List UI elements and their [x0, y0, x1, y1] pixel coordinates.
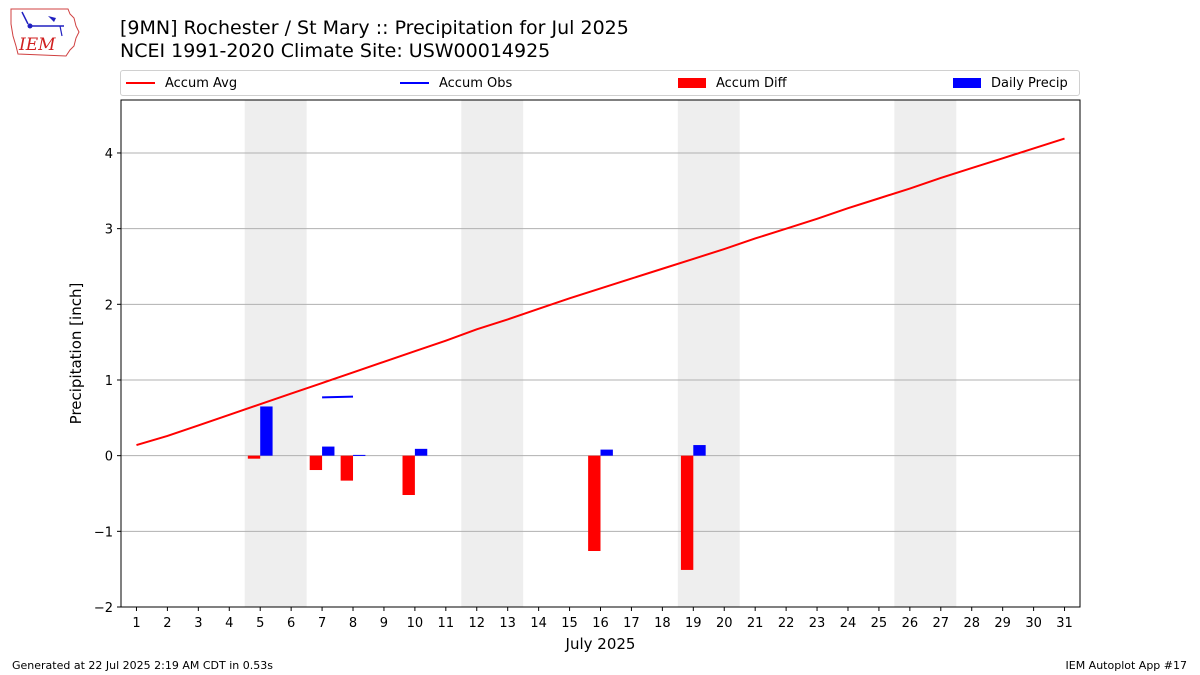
x-tick-label: 24 — [840, 616, 857, 631]
y-tick-label: −2 — [94, 601, 113, 616]
x-tick-label: 18 — [654, 616, 671, 631]
x-tick-label: 17 — [623, 616, 640, 631]
x-tick-label: 9 — [380, 616, 388, 631]
chart-legend: Accum Avg Accum Obs Accum Diff Daily Pre… — [120, 70, 1080, 96]
accum-diff-bar-7 — [309, 455, 323, 471]
y-tick-label: 2 — [105, 298, 113, 313]
x-tick-label: 20 — [716, 616, 733, 631]
x-tick-label: 23 — [809, 616, 826, 631]
x-tick-label: 22 — [778, 616, 795, 631]
x-tick-label: 14 — [530, 616, 547, 631]
x-tick-label: 4 — [225, 616, 233, 631]
logo-text: IEM — [18, 35, 56, 55]
x-tick-label: 26 — [902, 616, 919, 631]
legend-swatch-accum-diff — [678, 78, 706, 88]
footer-generated: Generated at 22 Jul 2025 2:19 AM CDT in … — [12, 659, 273, 672]
accum-diff-bar-5 — [247, 455, 261, 459]
y-tick-label: 1 — [105, 374, 113, 389]
legend-label-accum-diff: Accum Diff — [716, 75, 787, 91]
x-tick-label: 12 — [468, 616, 485, 631]
weekend-band-3 — [894, 100, 957, 607]
x-tick-label: 16 — [592, 616, 609, 631]
y-tick-label: 3 — [105, 223, 113, 238]
x-tick-label: 2 — [163, 616, 171, 631]
legend-swatch-accum-avg — [126, 82, 155, 84]
daily-precip-bar-19 — [693, 445, 706, 456]
x-axis-label: July 2025 — [565, 635, 636, 653]
legend-swatch-daily-precip — [953, 78, 981, 88]
x-tick-label: 3 — [194, 616, 202, 631]
x-tick-label: 5 — [256, 616, 264, 631]
daily-precip-bar-5 — [260, 406, 273, 456]
legend-item-daily-precip: Daily Precip — [953, 71, 1068, 95]
x-tick-label: 11 — [438, 616, 455, 631]
x-tick-label: 13 — [499, 616, 516, 631]
x-tick-label: 28 — [963, 616, 980, 631]
x-tick-label: 1 — [132, 616, 140, 631]
x-tick-label: 7 — [318, 616, 326, 631]
y-tick-label: −1 — [94, 525, 113, 540]
x-tick-label: 30 — [1025, 616, 1042, 631]
iem-logo: IEM — [8, 6, 80, 58]
legend-item-accum-obs: Accum Obs — [400, 71, 512, 95]
daily-precip-bar-7 — [322, 446, 335, 456]
weekend-band-0 — [244, 100, 307, 607]
accum-avg-line — [136, 137, 1065, 447]
iem-iowa-logo-icon: IEM — [10, 8, 80, 57]
x-tick-label: 27 — [933, 616, 950, 631]
x-tick-label: 29 — [994, 616, 1011, 631]
x-tick-label: 6 — [287, 616, 295, 631]
daily-precip-bar-16 — [600, 449, 613, 456]
x-tick-label: 31 — [1056, 616, 1073, 631]
chart-title: [9MN] Rochester / St Mary :: Precipitati… — [120, 17, 629, 39]
legend-label-daily-precip: Daily Precip — [991, 75, 1068, 91]
y-tick-label: 0 — [105, 450, 113, 465]
daily-precip-bar-10 — [414, 448, 428, 456]
y-axis-label: Precipitation [inch] — [67, 283, 85, 425]
legend-label-accum-avg: Accum Avg — [165, 75, 238, 91]
accum-diff-bar-19 — [680, 455, 694, 570]
x-tick-label: 19 — [685, 616, 702, 631]
chart-subtitle: NCEI 1991-2020 Climate Site: USW00014925 — [120, 40, 551, 62]
weekend-band-1 — [461, 100, 524, 607]
x-tick-label: 10 — [407, 616, 424, 631]
x-tick-label: 21 — [747, 616, 764, 631]
accum-diff-bar-10 — [402, 455, 415, 496]
accum-obs-line — [322, 395, 354, 399]
y-tick-label: 4 — [105, 147, 113, 162]
daily-precip-bar-8 — [353, 454, 366, 456]
legend-item-accum-avg: Accum Avg — [126, 71, 237, 95]
accum-diff-bar-8 — [340, 455, 354, 481]
legend-label-accum-obs: Accum Obs — [439, 75, 513, 91]
x-tick-label: 25 — [871, 616, 888, 631]
footer-app: IEM Autoplot App #17 — [1065, 659, 1188, 672]
legend-item-accum-diff: Accum Diff — [678, 71, 787, 95]
legend-swatch-accum-obs — [400, 82, 429, 84]
x-tick-label: 15 — [561, 616, 578, 631]
x-tick-label: 8 — [349, 616, 357, 631]
accum-diff-bar-16 — [588, 455, 601, 552]
